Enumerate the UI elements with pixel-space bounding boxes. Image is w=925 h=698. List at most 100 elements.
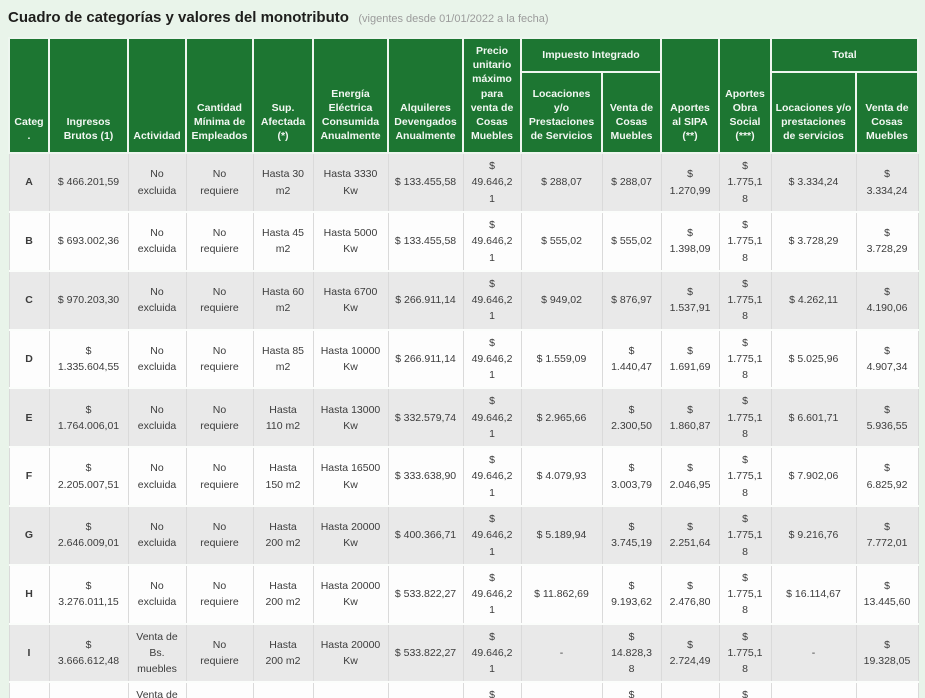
value-cell: Hasta 10000 Kw [312, 328, 389, 390]
category-cell: I [8, 622, 50, 684]
value-cell: $ 693.002,36 [48, 211, 129, 272]
col-header-aportes-obra-social: Aportes Obra Social (***) [718, 36, 772, 155]
value-cell: $ 1.775,18 [718, 563, 772, 625]
col-header-precio-unitario-maximo: Precio unitario máximo para venta de Cos… [462, 36, 522, 155]
value-cell: $ 4.262,11 [770, 269, 857, 331]
value-cell: $ 2.205.007,51 [48, 446, 129, 507]
value-cell: $ 5.936,55 [855, 387, 919, 449]
table-row: G $ 2.646.009,01 No excluida No requiere Has… [8, 504, 919, 566]
value-cell: $ 9.193,62 [601, 563, 662, 625]
category-cell: B [8, 211, 50, 272]
value-cell: - [520, 622, 603, 684]
value-cell: $ 3.334,24 [770, 152, 857, 213]
value-cell: - [770, 622, 857, 684]
value-cell: $ 49.646,21 [462, 328, 522, 390]
value-cell: $ 1.775,18 [718, 328, 772, 390]
value-cell: No requiere [185, 152, 254, 213]
value-cell: Hasta 20000 Kw [312, 681, 389, 698]
value-cell: $ 533.822,27 [387, 622, 464, 684]
value-cell: $ 49.646,21 [462, 446, 522, 507]
value-cell: $ 3.728,29 [855, 211, 919, 272]
value-cell: $ 1.691,69 [660, 328, 720, 390]
value-cell: $ 14.828,38 [601, 622, 662, 684]
value-cell: $ 2.965,66 [520, 387, 603, 449]
value-cell: $ 1.335.604,55 [48, 328, 129, 390]
value-cell: Hasta 20000 Kw [312, 563, 389, 625]
value-cell: Hasta 45 m2 [252, 211, 314, 272]
category-cell: J [8, 681, 50, 698]
col-header-ii-locaciones-servicios: Locaciones y/o Prestaciones de Servicios [520, 70, 603, 155]
table-header: Categ. Ingresos Brutos (1) Actividad Can… [8, 36, 919, 155]
value-cell: No requiere [185, 504, 254, 566]
value-cell: Hasta 150 m2 [252, 446, 314, 507]
value-cell: No excluida [127, 563, 187, 625]
value-cell: $ 133.455,58 [387, 211, 464, 272]
value-cell: No excluida [127, 446, 187, 507]
value-cell: Hasta 20000 Kw [312, 622, 389, 684]
value-cell: $ 5.025,96 [770, 328, 857, 390]
value-cell: $ 3.276.011,15 [48, 563, 129, 625]
value-cell: $ 2.046,95 [660, 446, 720, 507]
value-cell: $ 19.328,05 [855, 622, 919, 684]
value-cell: $ 6.825,92 [855, 446, 919, 507]
value-cell: $ 288,07 [601, 152, 662, 213]
value-cell: $ 2.251,64 [660, 504, 720, 566]
col-header-superficie-afectada: Sup. Afectada (*) [252, 36, 314, 155]
value-cell: $ 555,02 [601, 211, 662, 272]
value-cell: $ 1.440,47 [601, 328, 662, 390]
value-cell: No excluida [127, 387, 187, 449]
category-cell: H [8, 563, 50, 625]
value-cell: Hasta 200 m2 [252, 563, 314, 625]
value-cell: $ 6.601,71 [770, 387, 857, 449]
col-header-aportes-sipa: Aportes al SIPA (**) [660, 36, 720, 155]
value-cell: $ 17.425,48 [601, 681, 662, 698]
value-cell: $ 3.334,24 [855, 152, 919, 213]
table-body: A $ 466.201,59 No excluida No requiere Hasta… [8, 152, 919, 698]
category-cell: F [8, 446, 50, 507]
value-cell: $ 1.764.006,01 [48, 387, 129, 449]
value-cell: $ 2.476,80 [660, 563, 720, 625]
value-cell: $ 1.559,09 [520, 328, 603, 390]
value-cell: $ 1.775,18 [718, 269, 772, 331]
value-cell: $ 1.860,87 [660, 387, 720, 449]
col-header-total-locaciones-servicios: Locaciones y/o prestaciones de servicios [770, 70, 857, 155]
group-header-impuesto-integrado: Impuesto Integrado [520, 37, 662, 73]
value-cell: $ 49.646,21 [462, 504, 522, 566]
value-cell: - [770, 681, 857, 698]
value-cell: $ 4.079,93 [520, 446, 603, 507]
page-subtitle-text: (vigentes desde 01/01/2022 a la fecha) [358, 13, 549, 25]
value-cell: $ 533.822,27 [387, 681, 464, 698]
value-cell: - [520, 681, 603, 698]
value-cell: $ 3.745,19 [601, 504, 662, 566]
value-cell: $ 1.775,18 [718, 622, 772, 684]
value-cell: Hasta 13000 Kw [312, 387, 389, 449]
value-cell: Hasta 6700 Kw [312, 269, 389, 331]
col-header-alquileres-devengados: Alquileres Devengados Anualmente [387, 36, 464, 155]
value-cell: $ 3.728,29 [770, 211, 857, 272]
table-row: F $ 2.205.007,51 No excluida No requiere Has… [8, 446, 919, 507]
value-cell: $ 2.646.009,01 [48, 504, 129, 566]
value-cell: $ 1.398,09 [660, 211, 720, 272]
value-cell: $ 13.445,60 [855, 563, 919, 625]
value-cell: Hasta 60 m2 [252, 269, 314, 331]
value-cell: Hasta 3330 Kw [312, 152, 389, 213]
category-cell: A [8, 152, 50, 213]
value-cell: $ 332.579,74 [387, 387, 464, 449]
col-header-ii-venta-cosas-muebles: Venta de Cosas Muebles [601, 70, 662, 155]
value-cell: $ 4.907,34 [855, 328, 919, 390]
value-cell: $ 22.197,62 [855, 681, 919, 698]
category-cell: C [8, 269, 50, 331]
value-cell: $ 4.202.114,31 [48, 681, 129, 698]
value-cell: $ 49.646,21 [462, 269, 522, 331]
value-cell: No requiere [185, 211, 254, 272]
value-cell: Hasta 30 m2 [252, 152, 314, 213]
value-cell: Hasta 110 m2 [252, 387, 314, 449]
value-cell: $ 876,97 [601, 269, 662, 331]
value-cell: No excluida [127, 504, 187, 566]
col-header-energia-electrica: Energía Eléctrica Consumida Anualmente [312, 36, 389, 155]
value-cell: No requiere [185, 328, 254, 390]
value-cell: $ 3.003,79 [601, 446, 662, 507]
col-header-ingresos-brutos: Ingresos Brutos (1) [48, 36, 129, 155]
value-cell: $ 466.201,59 [48, 152, 129, 213]
